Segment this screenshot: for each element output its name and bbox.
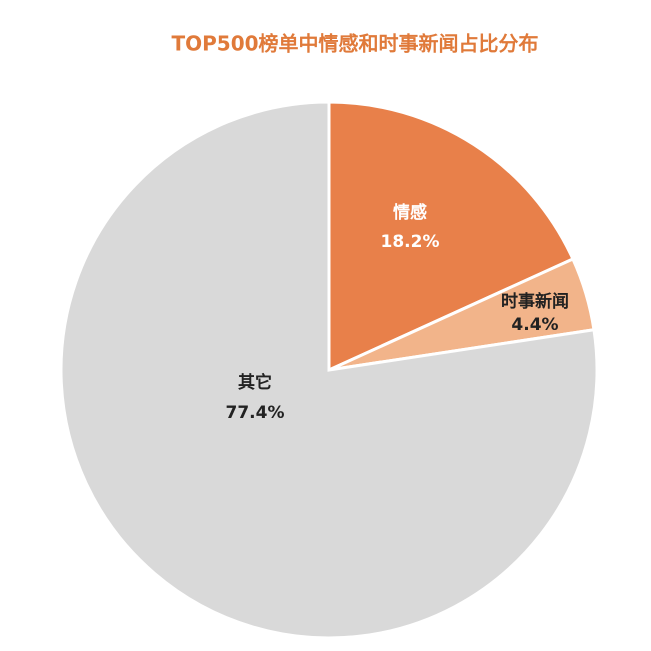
slice-value: 77.4% (226, 403, 285, 423)
slice-label: 时事新闻 (501, 291, 569, 312)
slice-value: 4.4% (511, 315, 558, 335)
slice-value: 18.2% (381, 232, 440, 252)
chart-title: TOP500榜单中情感和时事新闻占比分布 (171, 32, 538, 56)
slice-label: 情感 (393, 202, 427, 223)
slice-label: 其它 (238, 372, 272, 393)
pie-slice (59, 100, 599, 640)
pie-slice (327, 100, 575, 373)
